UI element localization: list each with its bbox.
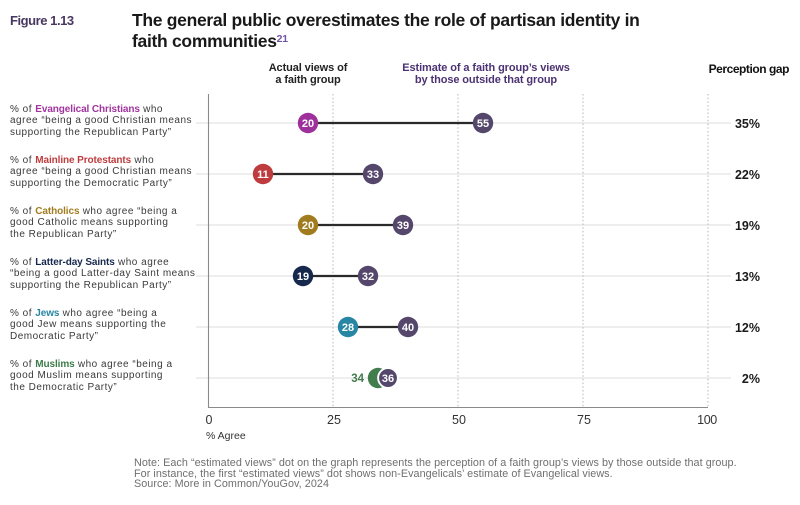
svg-text:20: 20 [302,118,314,130]
svg-text:36: 36 [382,373,394,385]
svg-text:40: 40 [402,322,414,334]
svg-text:19: 19 [297,271,309,283]
svg-text:34: 34 [351,373,364,385]
svg-text:32: 32 [362,271,374,283]
svg-text:28: 28 [342,322,354,334]
svg-text:55: 55 [477,118,489,130]
svg-text:33: 33 [367,169,379,181]
svg-text:20: 20 [302,220,314,232]
svg-text:11: 11 [257,169,269,181]
svg-text:39: 39 [397,220,409,232]
